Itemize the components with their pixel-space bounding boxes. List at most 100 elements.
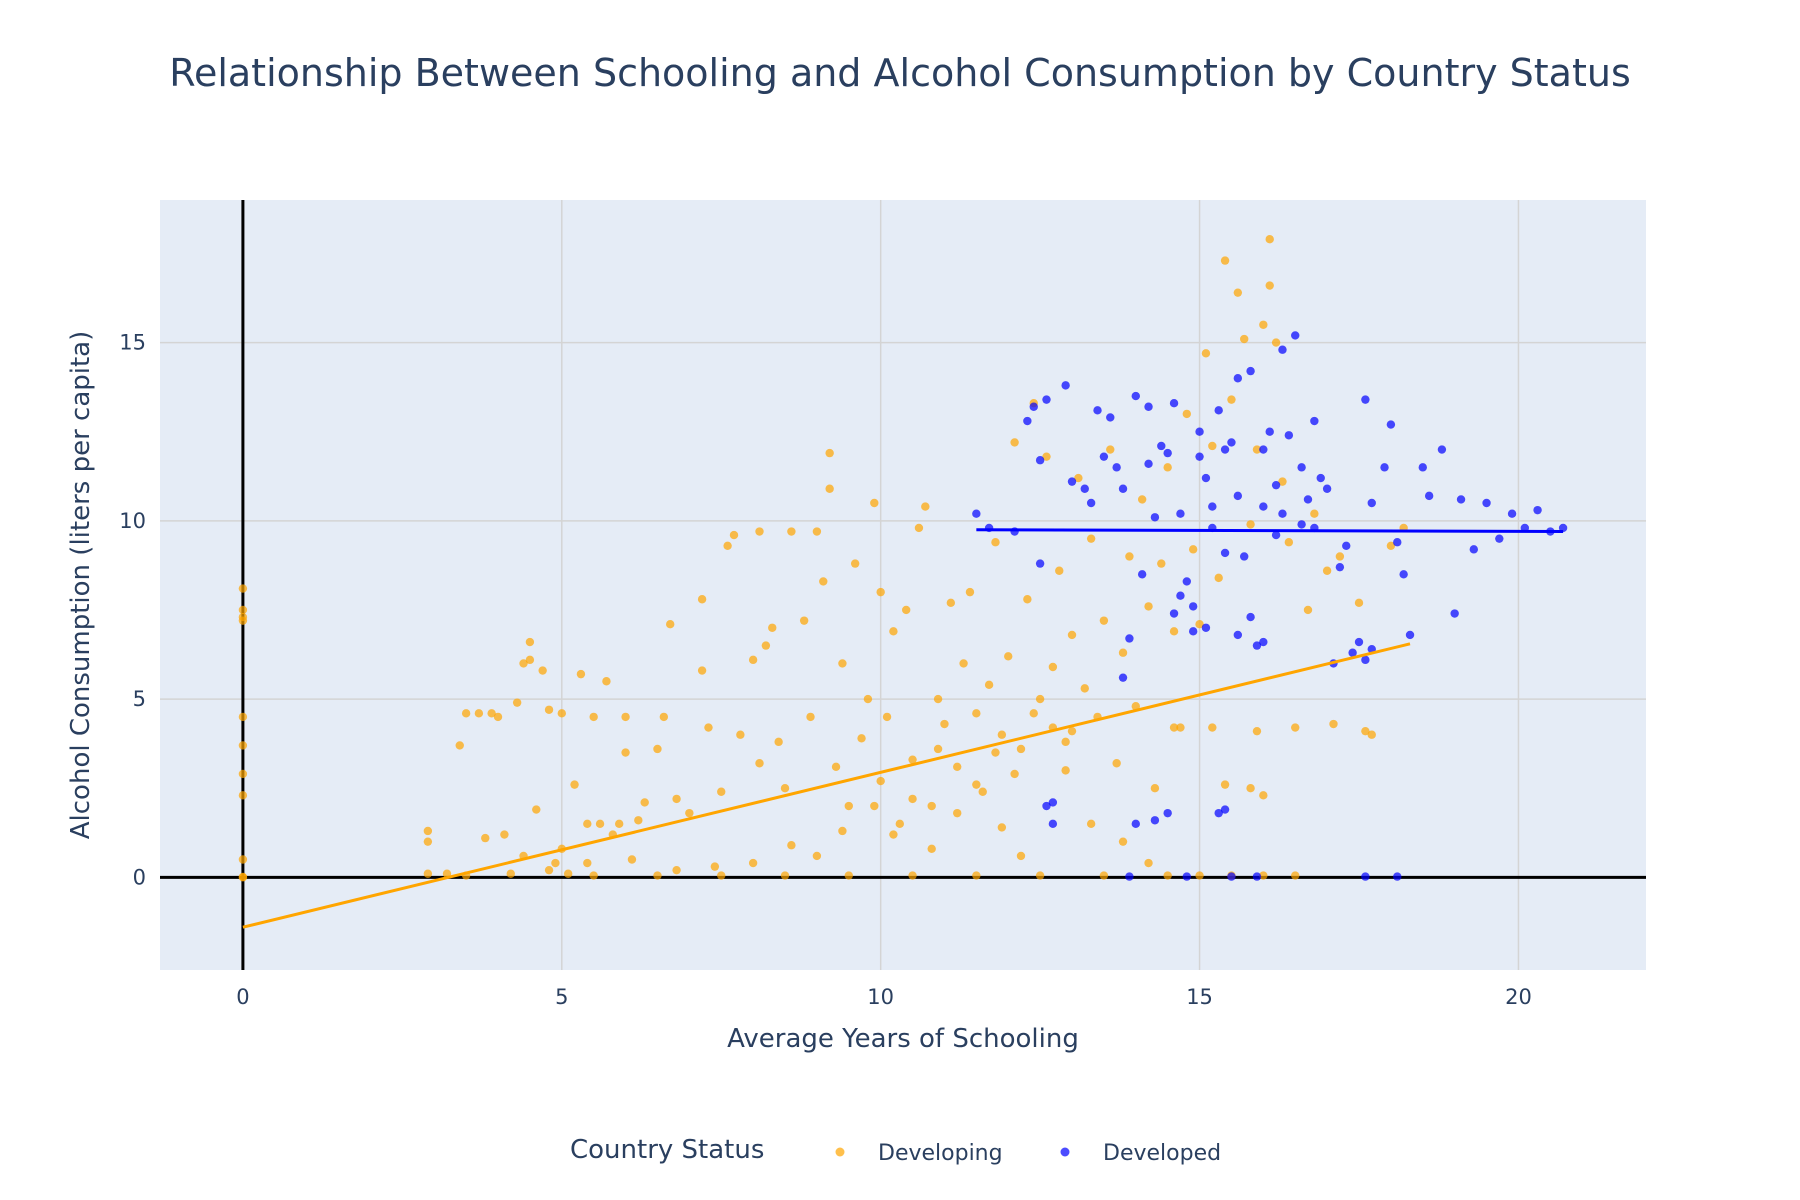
point-developed [1201,473,1211,483]
point-developed [1450,609,1459,618]
point-developing [755,759,764,768]
point-developing [940,719,949,729]
point-developed [1048,798,1058,807]
point-developing [1227,395,1236,404]
point-developing [991,538,1000,547]
x-tick-label: 20 [1505,985,1532,1009]
point-developing [997,730,1007,739]
point-developing [519,659,528,668]
point-developing [1086,819,1096,829]
point-developed [1169,609,1179,618]
point-developing [238,872,248,882]
point-developed [1201,623,1211,632]
point-developing [653,744,662,754]
point-developed [1259,637,1268,647]
point-developing [914,523,924,533]
point-developed [1125,872,1134,881]
point-developed [1322,484,1332,493]
point-developing [1163,871,1172,880]
legend-item-developed[interactable]: Developed [1060,1141,1222,1166]
point-developed [1424,491,1434,501]
point-developed [1176,591,1185,600]
point-developed [1220,805,1230,814]
point-developed [1399,570,1408,579]
point-developing [1074,473,1083,483]
point-developing [685,808,694,818]
point-developing [1188,545,1198,554]
point-developing [1042,452,1051,461]
point-developed [1252,641,1262,650]
point-developing [1035,694,1045,704]
point-developing [1259,791,1268,800]
point-developing [1157,559,1166,568]
point-developed [1405,630,1415,640]
point-developed [1393,538,1402,547]
point-developing [933,694,943,704]
point-developing [238,855,248,864]
point-developed [1386,420,1396,429]
point-developed [1131,819,1140,829]
point-developing [1303,605,1313,615]
point-developed [1310,416,1319,426]
point-developing [474,709,484,718]
point-developed [1393,872,1402,881]
point-developed [1297,520,1306,529]
point-developing [583,858,592,868]
point-developing [551,858,560,868]
point-developing [621,712,630,722]
point-developing [1201,349,1211,358]
point-developed [1348,648,1357,657]
y-tick-label: 5 [133,687,146,711]
point-developed [1380,463,1389,472]
x-tick-label: 15 [1186,985,1213,1009]
point-developing [997,823,1007,832]
point-developing [1067,726,1077,736]
point-developed [1061,381,1070,390]
point-developed [1361,655,1370,665]
point-developed [1240,552,1249,561]
point-developed [1284,431,1294,440]
point-developing [717,787,726,796]
point-developing [717,871,726,880]
point-developed [1246,612,1255,622]
point-developed [1048,819,1058,829]
point-developing [1367,730,1376,739]
point-developed [1214,808,1223,818]
point-developed [1188,602,1198,611]
point-developing [723,541,732,550]
point-developed [1259,502,1268,511]
point-developed [1106,413,1115,422]
point-developed [1233,491,1243,501]
point-developing [1150,783,1160,793]
point-developed [1278,509,1287,518]
point-developed [1291,331,1300,340]
point-developed [1176,509,1185,518]
y-tick-label: 0 [133,865,146,889]
point-developing [748,858,758,868]
point-developing [780,783,790,793]
point-developed [1093,406,1102,415]
x-axis-title: Average Years of Schooling [727,1024,1079,1054]
point-developing [1112,759,1121,768]
point-developing [870,801,879,811]
point-developing [831,762,841,772]
point-developing [908,794,917,804]
point-developed [1227,872,1236,881]
point-developing [748,655,758,665]
point-developing [1329,719,1338,729]
point-developed [1157,441,1166,451]
point-developing [563,869,573,878]
point-developed [1137,570,1147,579]
legend-label-developing: Developing [878,1141,1003,1166]
trend-line-developed [976,528,1564,534]
point-developing [1386,541,1396,550]
point-developing [991,748,1000,757]
point-developing [819,577,828,586]
legend-item-developing[interactable]: Developing [835,1141,1003,1166]
point-developing [1240,334,1249,344]
point-developing [787,527,796,536]
point-developing [1118,648,1128,657]
point-developing [787,841,796,850]
point-developing [1182,409,1192,419]
